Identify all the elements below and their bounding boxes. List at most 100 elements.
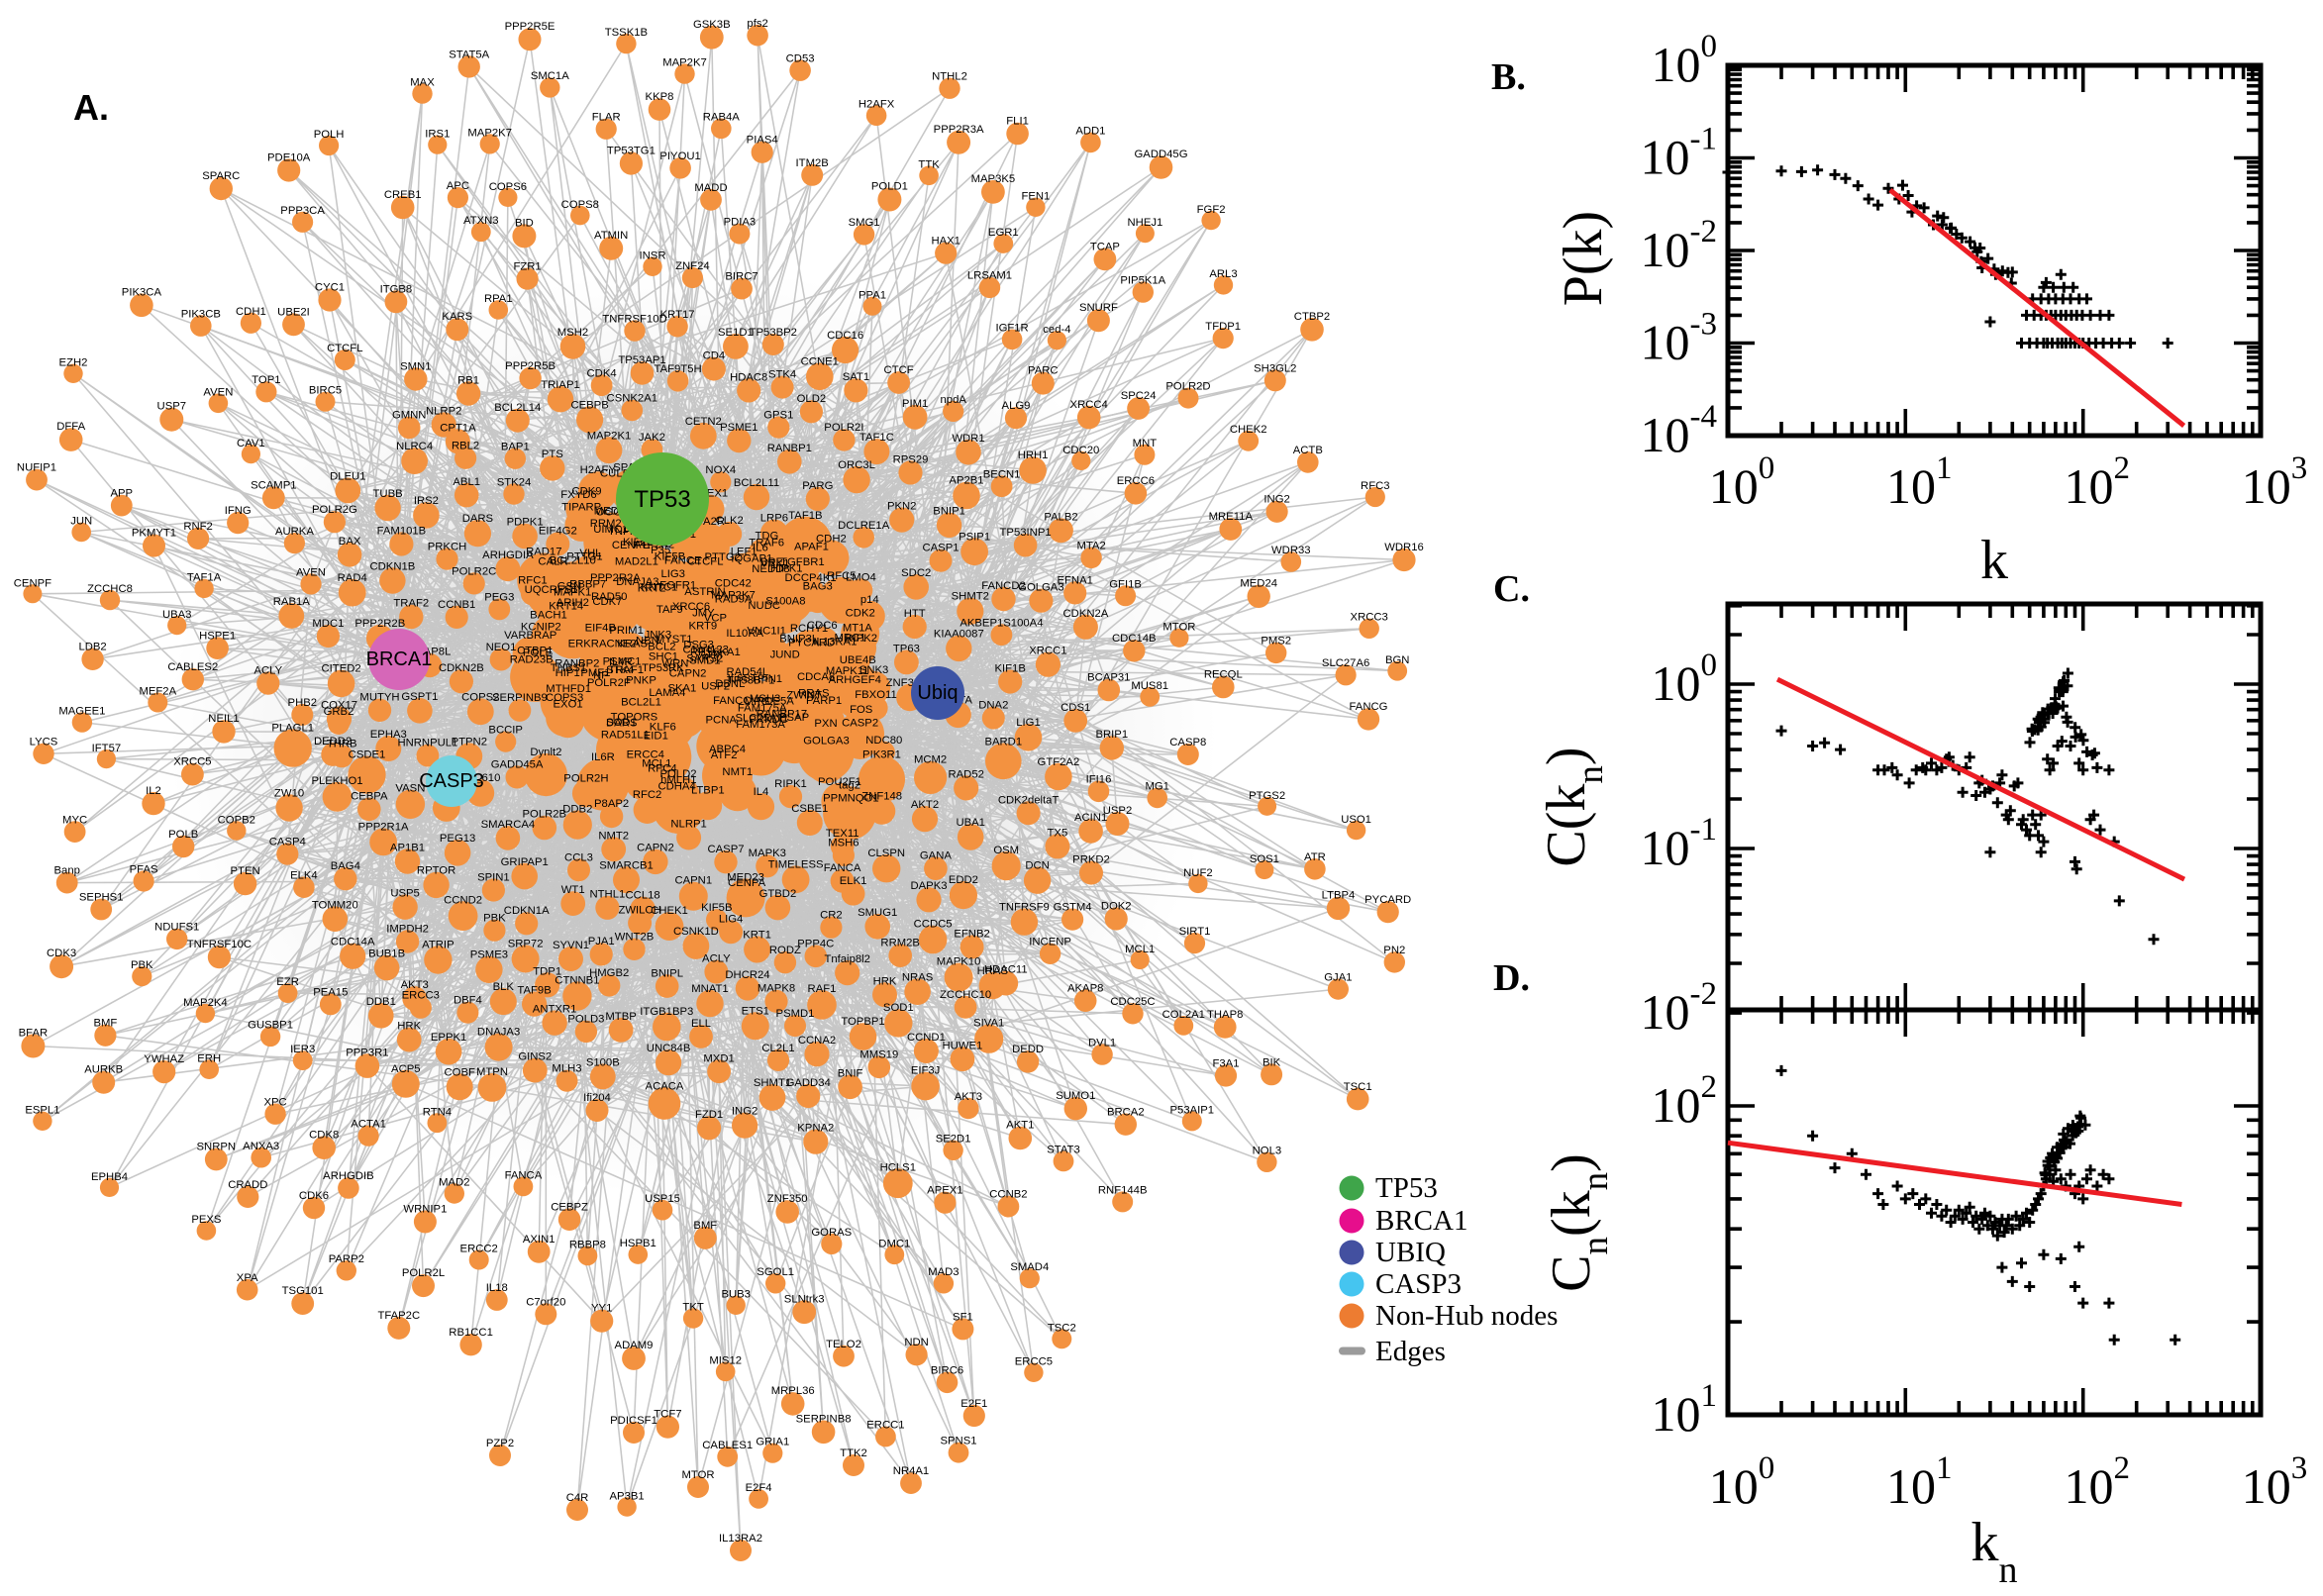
svg-text:SDC2: SDC2 xyxy=(901,567,931,579)
svg-text:CTBP1: CTBP1 xyxy=(517,646,553,657)
svg-text:GORAS: GORAS xyxy=(811,1227,852,1239)
svg-text:INCENP: INCENP xyxy=(1029,937,1071,948)
svg-text:HIPK1: HIPK1 xyxy=(770,562,803,574)
svg-text:MIS12: MIS12 xyxy=(709,1355,742,1367)
svg-text:CR2: CR2 xyxy=(820,910,843,922)
svg-text:MNT: MNT xyxy=(1133,438,1158,449)
svg-text:MSH6: MSH6 xyxy=(828,838,858,849)
svg-text:101: 101 xyxy=(1652,1378,1718,1442)
svg-text:ACLY: ACLY xyxy=(253,665,282,677)
svg-text:ERCC6: ERCC6 xyxy=(1117,475,1155,487)
svg-text:PPMNQO1: PPMNQO1 xyxy=(823,792,879,804)
svg-text:DDB2: DDB2 xyxy=(562,804,592,816)
svg-text:ZW10: ZW10 xyxy=(274,787,304,799)
svg-text:SAT1: SAT1 xyxy=(843,371,869,383)
svg-text:LTBP4: LTBP4 xyxy=(1322,890,1356,902)
svg-text:EIF4B: EIF4B xyxy=(585,623,616,635)
svg-text:PALB2: PALB2 xyxy=(1044,511,1077,523)
svg-text:CDK9: CDK9 xyxy=(571,485,601,497)
svg-text:CAPN2: CAPN2 xyxy=(669,668,707,680)
svg-text:PDICSF1: PDICSF1 xyxy=(610,1415,657,1427)
svg-text:GADD34: GADD34 xyxy=(786,1077,831,1089)
svg-text:TRIAP1: TRIAP1 xyxy=(541,379,580,391)
svg-text:IRS2: IRS2 xyxy=(414,495,439,507)
svg-text:SGOL1: SGOL1 xyxy=(757,1266,794,1278)
svg-text:GJA1: GJA1 xyxy=(1324,972,1352,984)
svg-text:AURKA: AURKA xyxy=(275,526,314,538)
svg-text:OSM: OSM xyxy=(993,845,1019,856)
svg-text:RRM2: RRM2 xyxy=(590,518,622,530)
svg-text:BRCA2: BRCA2 xyxy=(1107,1107,1145,1119)
svg-text:MRE11A: MRE11A xyxy=(1209,511,1254,523)
svg-text:FAM101B: FAM101B xyxy=(377,526,427,538)
svg-text:TSC2: TSC2 xyxy=(1048,1322,1076,1334)
svg-text:CDKN2A: CDKN2A xyxy=(1062,608,1108,620)
svg-text:BIRC5: BIRC5 xyxy=(309,385,342,397)
svg-text:UBE2I: UBE2I xyxy=(277,306,310,318)
svg-text:KCNIP2: KCNIP2 xyxy=(521,622,561,634)
svg-text:XRCC5: XRCC5 xyxy=(173,756,211,768)
svg-text:TDG: TDG xyxy=(755,531,778,543)
svg-text:CAPN2: CAPN2 xyxy=(637,843,674,854)
svg-text:PEXS: PEXS xyxy=(191,1214,222,1226)
svg-text:SNK3: SNK3 xyxy=(859,664,889,676)
svg-text:SF1: SF1 xyxy=(953,1311,973,1323)
svg-text:PPP3R1: PPP3R1 xyxy=(346,1047,388,1058)
svg-text:WRN: WRN xyxy=(661,658,688,670)
svg-text:HSPE1: HSPE1 xyxy=(199,630,236,642)
svg-text:SCAMP1: SCAMP1 xyxy=(251,479,296,491)
svg-text:DNA2: DNA2 xyxy=(978,700,1008,712)
svg-text:PMS2: PMS2 xyxy=(1261,636,1291,648)
svg-text:RAB1A: RAB1A xyxy=(273,596,311,608)
svg-text:BECN1: BECN1 xyxy=(983,468,1021,480)
svg-text:SERPINB8: SERPINB8 xyxy=(796,1413,852,1425)
svg-text:DNAJA3: DNAJA3 xyxy=(477,1027,520,1039)
svg-text:TKT: TKT xyxy=(682,1301,703,1313)
svg-text:ARHGDIB: ARHGDIB xyxy=(323,1170,373,1182)
svg-text:ABPC4: ABPC4 xyxy=(709,744,746,755)
svg-text:SE2D1: SE2D1 xyxy=(936,1134,971,1146)
svg-text:TTK2: TTK2 xyxy=(840,1447,867,1459)
svg-text:SLC25A11: SLC25A11 xyxy=(735,712,788,724)
svg-text:ITGB8: ITGB8 xyxy=(380,283,413,295)
svg-text:AKT2: AKT2 xyxy=(911,799,939,811)
svg-text:ING2: ING2 xyxy=(1263,494,1289,506)
svg-text:NDC80: NDC80 xyxy=(865,735,902,747)
svg-text:PIAS4: PIAS4 xyxy=(747,135,778,147)
svg-text:PRKDC: PRKDC xyxy=(749,714,788,726)
svg-text:RFC5: RFC5 xyxy=(827,570,857,582)
svg-text:PPP4C: PPP4C xyxy=(797,939,834,950)
svg-text:H2AFX: H2AFX xyxy=(858,98,895,110)
svg-text:RAD51L1: RAD51L1 xyxy=(601,729,650,741)
svg-text:PIP5K1A: PIP5K1A xyxy=(1120,274,1165,286)
svg-text:COPS6: COPS6 xyxy=(489,181,527,193)
svg-text:MNAT1: MNAT1 xyxy=(691,983,728,995)
svg-text:PDPK1: PDPK1 xyxy=(507,517,544,529)
svg-text:TP53: TP53 xyxy=(634,486,690,513)
svg-text:ERCC2: ERCC2 xyxy=(460,1244,498,1255)
svg-text:GMNN: GMNN xyxy=(392,410,427,422)
svg-text:ZWILCH: ZWILCH xyxy=(618,904,660,916)
svg-text:KIAA0087: KIAA0087 xyxy=(934,629,984,641)
svg-text:RAF1: RAF1 xyxy=(808,983,837,995)
svg-text:BGN: BGN xyxy=(1385,654,1409,666)
svg-text:CDC14A: CDC14A xyxy=(331,937,375,948)
svg-text:TP53: TP53 xyxy=(1375,1172,1438,1204)
svg-text:MAP3K5: MAP3K5 xyxy=(971,173,1016,185)
svg-text:NOL3: NOL3 xyxy=(1253,1146,1282,1157)
svg-text:HUWE1: HUWE1 xyxy=(943,1040,983,1051)
svg-text:MAD2: MAD2 xyxy=(439,1176,469,1188)
svg-text:MRPL36: MRPL36 xyxy=(771,1385,815,1397)
svg-text:TOP1: TOP1 xyxy=(252,374,280,386)
svg-text:PPP2R5B: PPP2R5B xyxy=(505,360,556,372)
svg-text:GRB2: GRB2 xyxy=(324,706,354,718)
svg-text:LIG4: LIG4 xyxy=(719,913,744,925)
svg-text:PN2: PN2 xyxy=(1383,945,1405,956)
svg-text:CDH1: CDH1 xyxy=(236,306,266,318)
svg-text:AKT1: AKT1 xyxy=(1006,1120,1034,1132)
svg-text:STAT5A: STAT5A xyxy=(449,49,489,60)
svg-text:CDKN1A: CDKN1A xyxy=(504,905,550,917)
svg-text:BRIP1: BRIP1 xyxy=(1095,729,1128,741)
svg-text:USP7: USP7 xyxy=(157,401,187,413)
svg-text:EXO1: EXO1 xyxy=(554,699,583,711)
